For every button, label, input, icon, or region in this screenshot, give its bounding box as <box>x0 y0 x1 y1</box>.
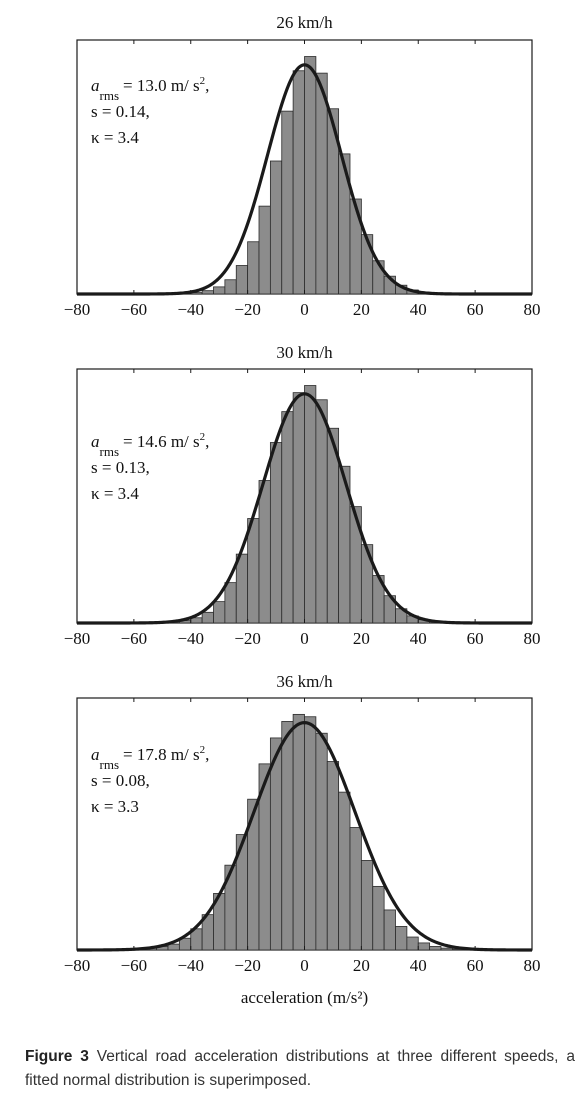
histogram-bar <box>224 279 237 295</box>
histogram-bar <box>338 791 351 951</box>
histogram-bar <box>440 947 453 951</box>
histogram-bar <box>383 909 396 951</box>
histogram-bar <box>201 290 214 295</box>
chart-panel-1: 26 km/h −80 −60 −40 −20 0 20 40 60 80 arms= 13.0 m… <box>64 13 541 319</box>
x-tick-label: 80 <box>524 956 541 975</box>
x-tick-label: −40 <box>177 629 204 648</box>
histogram-bar <box>213 601 226 624</box>
histogram-bar <box>360 234 374 295</box>
fitted-normal-curve <box>76 721 533 952</box>
x-tick-label: 60 <box>467 956 484 975</box>
chart-panel-3: 36 km/h −80 −60 −40 −20 0 20 40 60 80 arms= 17.8 m… <box>64 672 541 1007</box>
histogram-bar <box>304 56 317 295</box>
x-axis-label: acceleration (m/s²) <box>241 988 368 1007</box>
histogram-bar <box>281 110 294 295</box>
histogram-bar <box>269 737 283 951</box>
histogram-bar <box>292 392 305 624</box>
histogram-bar <box>315 72 328 295</box>
x-tick-label: −20 <box>234 629 261 648</box>
stat-kurtosis: κ = 3.4 <box>91 484 139 503</box>
histogram-bar <box>315 399 328 624</box>
chart-panel-2: 30 km/h −80 −60 −40 −20 0 20 40 60 80 arms= 14.6 m… <box>64 343 541 648</box>
x-tick-label: 0 <box>300 629 309 648</box>
chart-title: 30 km/h <box>276 343 333 362</box>
histogram-bar <box>395 926 408 951</box>
histogram-bar <box>258 205 271 295</box>
x-tick-label: 40 <box>410 629 427 648</box>
stat-arms: arms= 17.8 m/ s2, <box>91 744 209 772</box>
stat-kurtosis: κ = 3.3 <box>91 797 139 816</box>
histogram-bar <box>247 241 260 295</box>
x-tick-label: −60 <box>121 629 148 648</box>
chart-title: 26 km/h <box>276 13 333 32</box>
fitted-normal-curve <box>76 63 533 296</box>
x-tick-label: 20 <box>353 629 370 648</box>
chart-title: 36 km/h <box>276 672 333 691</box>
x-tick-label: −40 <box>177 956 204 975</box>
histogram-bar <box>429 946 442 951</box>
histogram-bar <box>281 411 294 624</box>
stat-kurtosis: κ = 3.4 <box>91 128 139 147</box>
histogram-bar <box>372 885 385 951</box>
histogram-bar <box>326 761 340 951</box>
histogram-bar <box>349 827 362 951</box>
histogram-bar <box>258 480 271 624</box>
x-tick-label: −80 <box>64 956 91 975</box>
x-tick-label: 20 <box>353 300 370 319</box>
stat-skewness: s = 0.14, <box>91 102 150 121</box>
stat-arms: arms= 13.0 m/ s2, <box>91 75 209 103</box>
x-tick-label: 80 <box>524 629 541 648</box>
x-tick-label: 0 <box>300 956 309 975</box>
histogram-bar <box>213 286 226 295</box>
histogram-bar <box>292 713 305 951</box>
histogram-bar <box>349 198 362 295</box>
histogram-bar <box>304 385 317 624</box>
histogram-bar <box>417 942 431 951</box>
x-tick-label: −60 <box>121 300 148 319</box>
caption-text: Vertical road acceleration distributions… <box>25 1048 575 1089</box>
x-tick-label: 40 <box>410 956 427 975</box>
histogram-bar <box>269 160 283 295</box>
x-tick-label: 60 <box>467 629 484 648</box>
histogram-bar <box>235 553 249 624</box>
histogram-bar <box>281 721 294 951</box>
fitted-normal-curve <box>76 392 533 625</box>
x-tick-label: 20 <box>353 956 370 975</box>
stat-skewness: s = 0.13, <box>91 458 150 477</box>
x-tick-label: −20 <box>234 956 261 975</box>
histogram-bar <box>224 582 237 624</box>
histogram-bar <box>269 442 283 624</box>
x-tick-label: 80 <box>524 300 541 319</box>
histogram-bar <box>304 716 317 951</box>
histogram-bar <box>315 732 328 951</box>
x-tick-label: 60 <box>467 300 484 319</box>
stat-arms: arms= 14.6 m/ s2, <box>91 431 209 459</box>
histogram-bar <box>201 611 214 624</box>
histogram-bar <box>247 518 260 624</box>
x-tick-label: 0 <box>300 300 309 319</box>
x-tick-label: 40 <box>410 300 427 319</box>
x-tick-label: −40 <box>177 300 204 319</box>
histogram-bar <box>292 70 305 295</box>
stat-skewness: s = 0.08, <box>91 771 150 790</box>
histogram-bar <box>360 860 374 951</box>
x-tick-label: −20 <box>234 300 261 319</box>
x-tick-label: −80 <box>64 300 91 319</box>
caption-label: Figure 3 <box>25 1048 89 1065</box>
x-tick-label: −60 <box>121 956 148 975</box>
x-tick-label: −80 <box>64 629 91 648</box>
histogram-bar <box>235 265 249 295</box>
figure-caption: Figure 3 Vertical road acceleration dist… <box>25 1045 575 1093</box>
histogram-bar <box>406 936 419 951</box>
